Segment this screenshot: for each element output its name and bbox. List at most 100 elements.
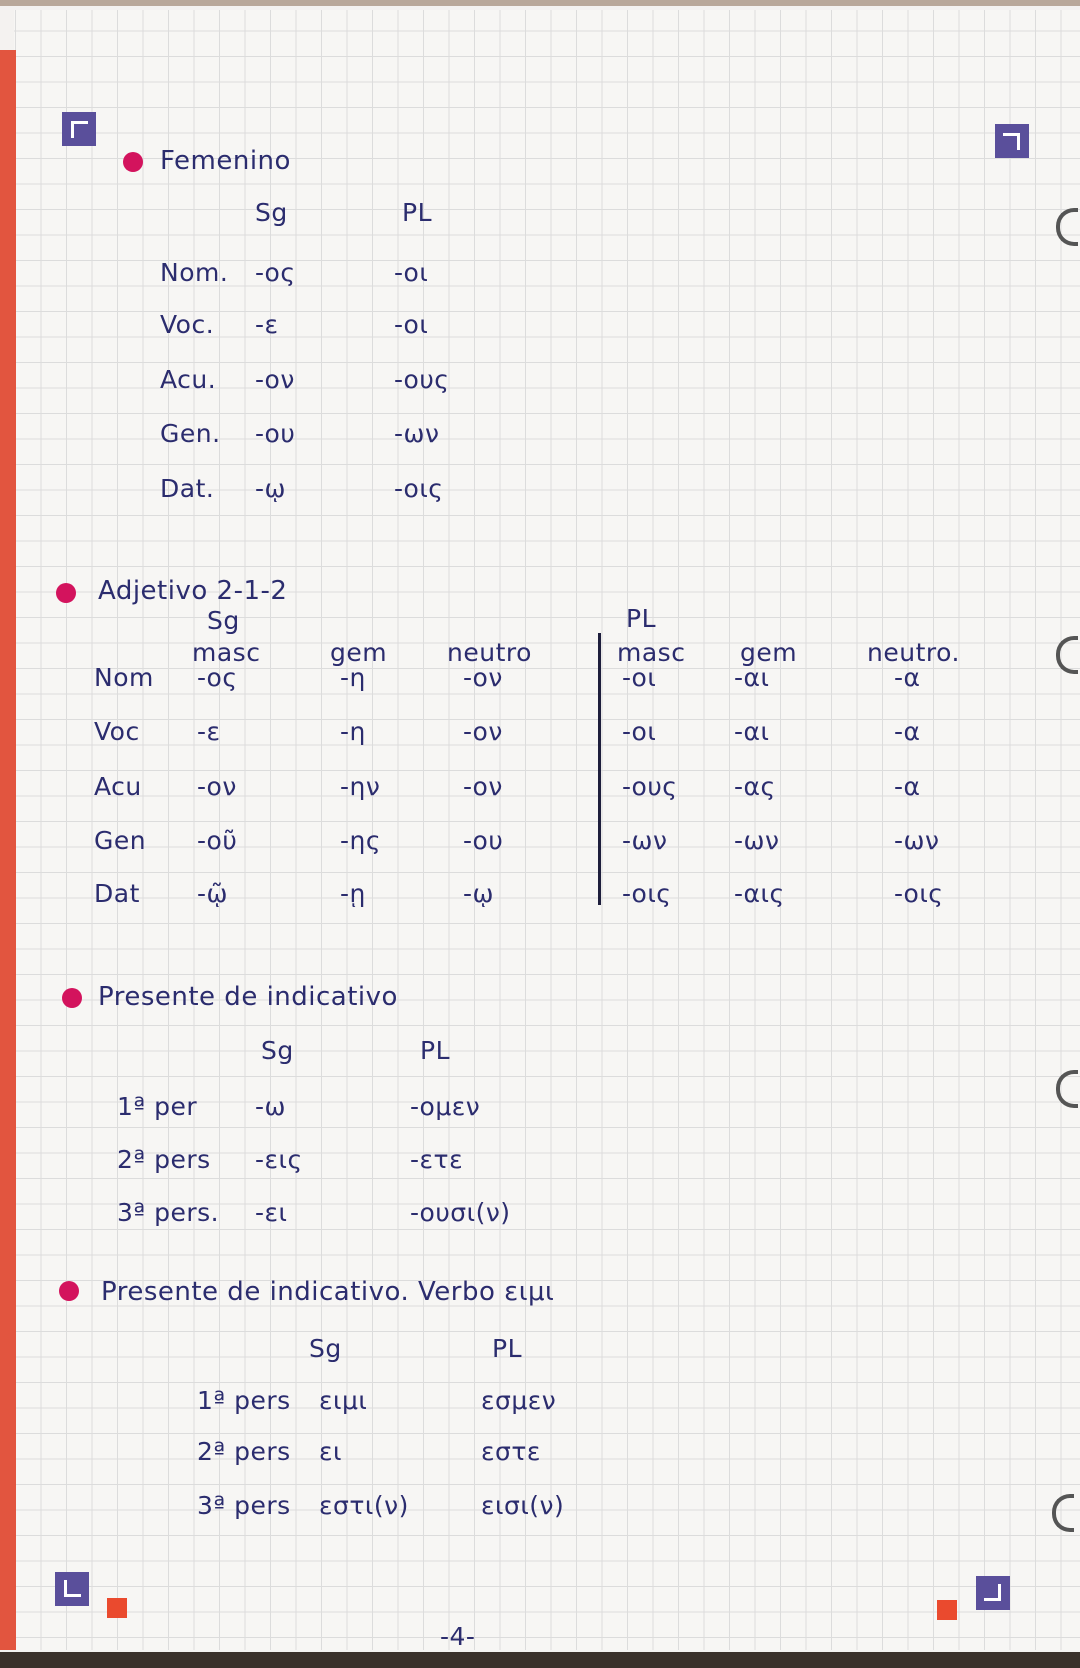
table-divider	[598, 633, 601, 905]
row-label: 1ª per	[117, 1092, 198, 1121]
table-cell: -ου	[463, 826, 504, 855]
binder-hole-icon	[1056, 208, 1078, 246]
column-header: Sg	[309, 1334, 342, 1363]
table-cell: -ε	[255, 310, 279, 339]
table-cell: εστε	[481, 1437, 541, 1466]
row-label: 3ª pers.	[117, 1198, 220, 1227]
table-cell: εισι(ν)	[481, 1491, 565, 1520]
table-cell: -ε	[197, 717, 221, 746]
column-subheader: neutro	[447, 638, 532, 667]
table-cell: -οι	[394, 310, 429, 339]
table-cell: -οι	[394, 258, 429, 287]
table-cell: -οις	[622, 879, 672, 908]
table-cell: -οῦ	[197, 826, 238, 855]
row-label: Nom	[94, 663, 154, 692]
column-header: Sg	[255, 198, 288, 227]
table-cell: -ον	[463, 717, 503, 746]
table-cell: -ας	[734, 772, 776, 801]
corner-marker-icon	[62, 112, 96, 146]
table-cell: εσμεν	[481, 1386, 557, 1415]
row-label: Gen.	[160, 419, 221, 448]
red-margin	[0, 50, 16, 1650]
table-cell: -ος	[197, 663, 238, 692]
column-header: PL	[492, 1334, 523, 1363]
table-cell: -οι	[622, 663, 657, 692]
table-cell: -ος	[255, 258, 296, 287]
row-label: 3ª pers	[197, 1491, 291, 1520]
column-subheader: masc	[617, 638, 686, 667]
row-label: Voc.	[160, 310, 215, 339]
table-cell: -ου	[255, 419, 296, 448]
table-cell: -ῃ	[340, 879, 366, 908]
bullet-icon	[123, 152, 143, 172]
section-title: Femenino	[160, 146, 291, 176]
row-label: Voc	[94, 717, 140, 746]
table-cell: -ων	[894, 826, 940, 855]
row-label: Nom.	[160, 258, 229, 287]
table-cell: -η	[340, 717, 366, 746]
column-header: PL	[402, 198, 433, 227]
bullet-icon	[56, 583, 76, 603]
bullet-icon	[62, 988, 82, 1008]
column-header: Sg	[261, 1036, 294, 1065]
table-cell: -ων	[394, 419, 440, 448]
table-cell: -ων	[734, 826, 780, 855]
table-cell: -ον	[463, 663, 503, 692]
table-cell: -ῳ	[463, 879, 494, 908]
row-label: Acu.	[160, 365, 217, 394]
table-cell: -οι	[622, 717, 657, 746]
column-header: Sg	[207, 606, 240, 635]
section-title: Presente de indicativo	[98, 982, 398, 1012]
row-label: Dat	[94, 879, 140, 908]
table-cell: -ον	[197, 772, 237, 801]
table-cell: -α	[894, 717, 921, 746]
row-label: Acu	[94, 772, 142, 801]
row-label: Gen	[94, 826, 147, 855]
table-cell: -ῳ	[255, 474, 286, 503]
table-cell: -ετε	[410, 1145, 464, 1174]
table-cell: ειμι	[319, 1386, 368, 1415]
table-cell: -ους	[394, 365, 450, 394]
row-label: 1ª pers	[197, 1386, 291, 1415]
table-cell: -ον	[255, 365, 295, 394]
table-cell: -αι	[734, 663, 770, 692]
binder-hole-icon	[1056, 1070, 1078, 1108]
column-header: PL	[626, 604, 657, 633]
corner-marker-icon	[55, 1572, 89, 1606]
table-cell: -ουσι(ν)	[410, 1198, 511, 1227]
row-label: 2ª pers	[197, 1437, 291, 1466]
page-top-edge	[0, 0, 1080, 6]
corner-marker-icon	[976, 1576, 1010, 1610]
corner-marker-icon	[995, 124, 1029, 158]
section-title: Adjetivo 2-1-2	[98, 576, 288, 606]
table-cell: -α	[894, 663, 921, 692]
table-cell: -ει	[255, 1198, 288, 1227]
table-cell: -ην	[340, 772, 381, 801]
binder-hole-icon	[1052, 1494, 1074, 1532]
table-cell: -αις	[734, 879, 785, 908]
row-label: Dat.	[160, 474, 215, 503]
page-number: -4-	[440, 1622, 476, 1651]
table-cell: -α	[894, 772, 921, 801]
table-cell: -ον	[463, 772, 503, 801]
table-cell: -ομεν	[410, 1092, 481, 1121]
binder-hole-icon	[1056, 636, 1078, 674]
orange-square-icon	[107, 1598, 127, 1618]
grid-paper	[14, 10, 1080, 1650]
table-cell: -ω	[255, 1092, 286, 1121]
table-cell: -αι	[734, 717, 770, 746]
table-cell: -ους	[622, 772, 678, 801]
section-title: Presente de indicativo. Verbo ειμι	[101, 1277, 555, 1307]
table-cell: -ων	[622, 826, 668, 855]
table-cell: ει	[319, 1437, 342, 1466]
column-header: PL	[420, 1036, 451, 1065]
table-cell: -ης	[340, 826, 382, 855]
table-cell: εστι(ν)	[319, 1491, 409, 1520]
column-subheader: neutro.	[867, 638, 960, 667]
table-cell: -εις	[255, 1145, 303, 1174]
orange-square-icon	[937, 1600, 957, 1620]
row-label: 2ª pers	[117, 1145, 211, 1174]
table-cell: -οις	[894, 879, 944, 908]
column-subheader: masc	[192, 638, 261, 667]
table-cell: -ῷ	[197, 879, 228, 908]
